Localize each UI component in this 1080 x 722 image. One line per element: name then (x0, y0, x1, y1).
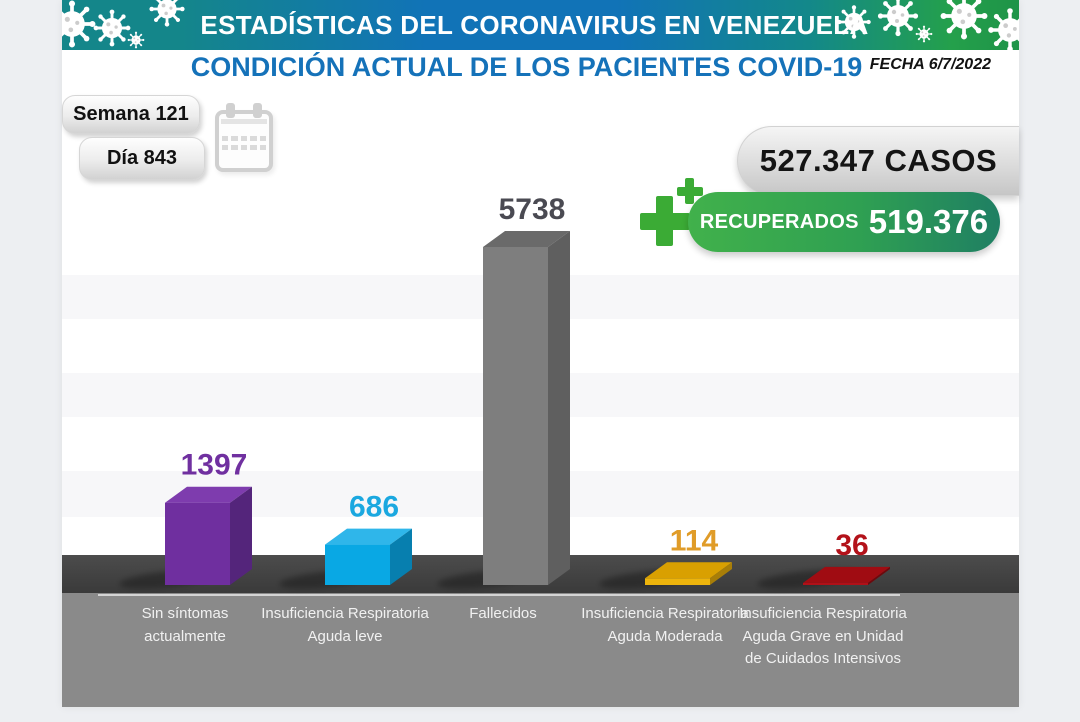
chart-title: CONDICIÓN ACTUAL DE LOS PACIENTES COVID-… (190, 52, 863, 82)
category-label: Insuficiencia Respiratoria Aguda Moderad… (581, 605, 749, 645)
background-band (62, 373, 1019, 417)
recovered-label: RECUPERADOS (699, 210, 859, 233)
slide-area: ESTADÍSTICAS DEL CORONAVIRUS EN VENEZUEL… (62, 0, 1019, 707)
background-band (62, 471, 1019, 517)
title-banner: ESTADÍSTICAS DEL CORONAVIRUS EN VENEZUEL… (62, 0, 1019, 50)
recovered-badge: RECUPERADOS 519.376 (688, 192, 1000, 252)
category-label: Insuficiencia Respiratoria Aguda leve (261, 605, 429, 645)
category-axis-area: Sin síntomas actualmente Insuficiencia Re… (62, 593, 1019, 707)
banner-title: ESTADÍSTICAS DEL CORONAVIRUS EN VENEZUEL… (200, 9, 869, 40)
total-cases-badge: 527.347 CASOS (737, 126, 1019, 196)
axis-line (98, 594, 900, 596)
category-label: Sin síntomas actualmente (141, 605, 229, 645)
calendar-icon (215, 103, 273, 172)
week-badge: Semana 121 (62, 95, 200, 134)
recovered-value: 519.376 (868, 203, 989, 240)
bar-value-label: 114 (670, 524, 719, 557)
medical-cross-icon (640, 178, 706, 248)
bar-value-label: 5738 (499, 193, 566, 226)
category-label: Fallecidos (469, 605, 537, 622)
background-band (62, 275, 1019, 319)
day-badge: Día 843 (79, 137, 205, 180)
category-label: Insuficiencia Respiratoria Aguda Grave e… (739, 605, 907, 667)
chart-floor (62, 555, 1019, 593)
date-label: FECHA 6/7/2022 (869, 56, 991, 73)
